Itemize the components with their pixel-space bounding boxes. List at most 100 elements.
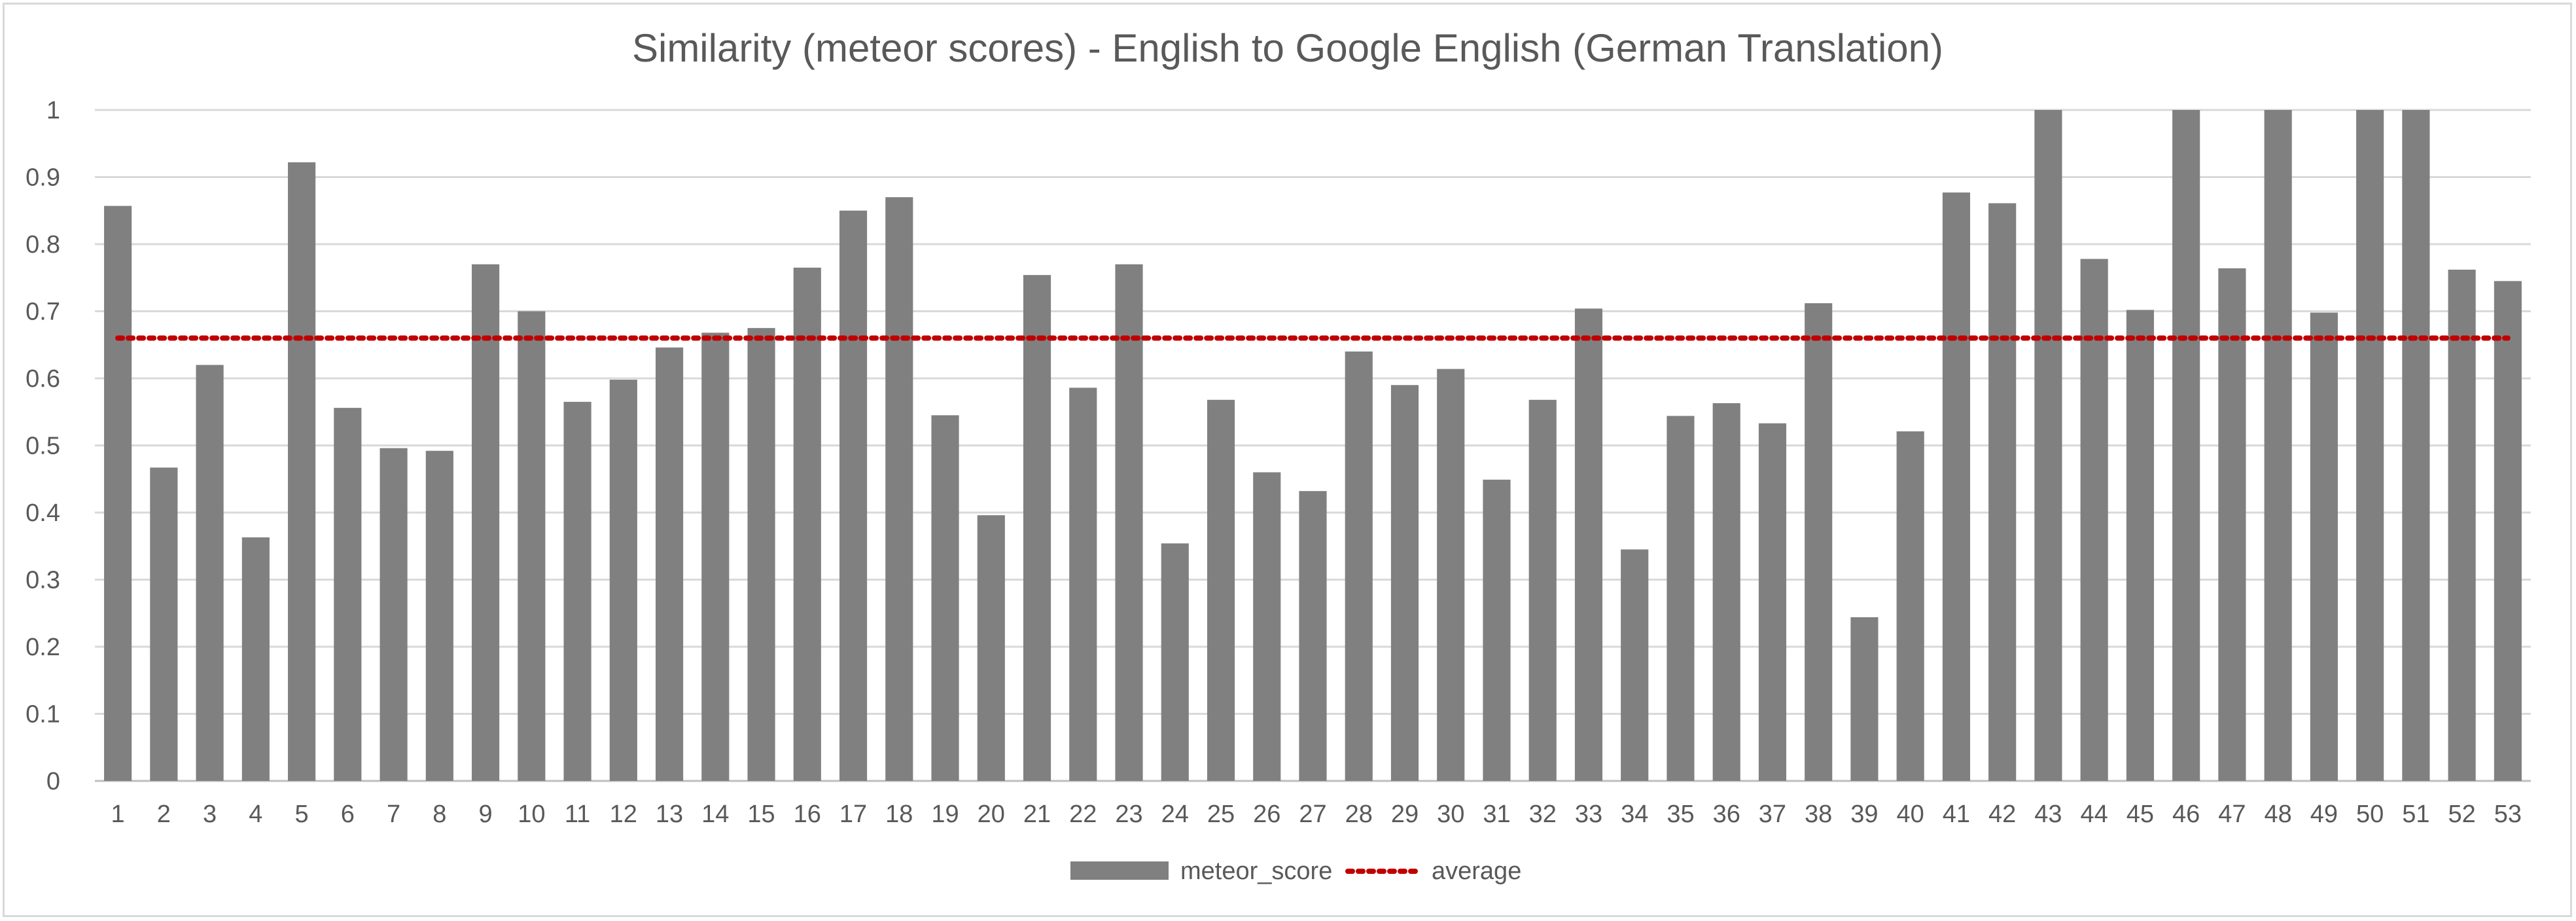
bar-42: [1988, 203, 2017, 782]
bar-24: [1161, 543, 1189, 781]
chart-title: Similarity (meteor scores) - English to …: [632, 26, 1943, 70]
x-tick-label: 26: [1253, 801, 1280, 828]
x-tick-label: 38: [1805, 801, 1832, 828]
x-tick-label: 32: [1529, 801, 1557, 828]
x-tick-label: 39: [1850, 801, 1878, 828]
x-axis-ticks: 1 2 3 4 5 6 7 8 9 10 11 12 13 14 15 16 17 18 19 20 21 22 23 24 2…: [111, 801, 2522, 828]
x-tick-label: 51: [2402, 801, 2429, 828]
bar-13: [655, 347, 684, 781]
x-tick-label: 16: [794, 801, 821, 828]
bar-32: [1528, 399, 1557, 781]
y-tick-label: 0.8: [26, 231, 60, 259]
x-tick-label: 44: [2081, 801, 2108, 828]
bar-3: [196, 365, 224, 781]
bar-21: [1023, 275, 1051, 781]
bars: [104, 110, 2522, 782]
x-tick-label: 22: [1069, 801, 1097, 828]
x-tick-label: 2: [157, 801, 171, 828]
x-tick-label: 12: [610, 801, 637, 828]
legend: meteor_score average: [1070, 858, 1521, 885]
x-tick-label: 10: [518, 801, 545, 828]
bar-36: [1712, 403, 1740, 781]
bar-44: [2080, 259, 2108, 781]
x-tick-label: 19: [931, 801, 959, 828]
x-tick-label: 45: [2126, 801, 2154, 828]
x-tick-label: 29: [1391, 801, 1419, 828]
bar-20: [977, 515, 1005, 781]
legend-label-meteor-score: meteor_score: [1180, 858, 1332, 885]
legend-swatch-meteor-score: [1070, 861, 1169, 880]
y-tick-label: 0.1: [26, 701, 60, 729]
x-tick-label: 3: [203, 801, 217, 828]
x-tick-label: 28: [1345, 801, 1373, 828]
x-tick-label: 17: [839, 801, 867, 828]
x-tick-label: 9: [479, 801, 493, 828]
bar-35: [1667, 416, 1695, 781]
x-tick-label: 36: [1713, 801, 1740, 828]
x-tick-label: 50: [2356, 801, 2384, 828]
bar-49: [2310, 312, 2338, 781]
x-tick-label: 1: [111, 801, 125, 828]
x-tick-label: 52: [2448, 801, 2475, 828]
x-tick-label: 40: [1897, 801, 1924, 828]
bar-16: [793, 267, 821, 781]
bar-48: [2264, 110, 2292, 781]
bar-11: [563, 401, 591, 781]
x-tick-label: 31: [1483, 801, 1510, 828]
x-tick-label: 35: [1667, 801, 1694, 828]
x-tick-label: 34: [1621, 801, 1648, 828]
x-tick-label: 43: [2034, 801, 2062, 828]
y-tick-label: 0.7: [26, 298, 60, 326]
y-tick-label: 0.9: [26, 164, 60, 192]
y-tick-label: 0.2: [26, 634, 60, 661]
x-tick-label: 47: [2218, 801, 2246, 828]
x-tick-label: 46: [2172, 801, 2200, 828]
gridlines: [95, 109, 2531, 782]
x-tick-label: 11: [565, 801, 590, 828]
bar-38: [1805, 303, 1833, 781]
bar-25: [1207, 399, 1235, 781]
bar-31: [1483, 479, 1511, 781]
bar-47: [2218, 268, 2246, 781]
bar-27: [1299, 491, 1327, 781]
x-tick-label: 4: [249, 801, 262, 828]
x-tick-label: 30: [1437, 801, 1464, 828]
bar-43: [2034, 110, 2062, 781]
y-tick-label: 0.5: [26, 433, 60, 460]
bar-28: [1345, 352, 1373, 781]
bar-10: [518, 311, 546, 781]
bar-5: [288, 162, 316, 781]
x-tick-label: 14: [701, 801, 729, 828]
bar-1: [104, 206, 132, 781]
bar-12: [609, 380, 637, 781]
bar-30: [1437, 369, 1465, 781]
bar-51: [2402, 110, 2430, 781]
x-tick-label: 5: [295, 801, 309, 828]
bar-6: [334, 408, 362, 781]
x-tick-label: 6: [341, 801, 355, 828]
x-tick-label: 33: [1575, 801, 1602, 828]
bar-22: [1069, 388, 1097, 781]
bar-14: [701, 333, 730, 781]
bar-52: [2448, 269, 2476, 781]
x-tick-label: 24: [1161, 801, 1189, 828]
bar-45: [2126, 310, 2154, 781]
legend-label-average: average: [1432, 858, 1521, 885]
bar-33: [1574, 308, 1603, 781]
bar-41: [1942, 192, 1971, 781]
bar-39: [1850, 617, 1879, 781]
x-tick-label: 13: [656, 801, 683, 828]
x-tick-label: 37: [1759, 801, 1786, 828]
y-axis-ticks: 0 0.1 0.2 0.3 0.4 0.5 0.6 0.7 0.8 0.9 1: [26, 97, 60, 795]
x-tick-label: 20: [978, 801, 1005, 828]
bar-2: [150, 467, 178, 781]
bar-53: [2494, 281, 2522, 781]
bar-18: [885, 197, 913, 781]
bar-15: [747, 328, 775, 781]
bar-46: [2172, 110, 2200, 781]
bar-34: [1621, 549, 1649, 781]
bar-7: [379, 448, 408, 781]
x-tick-label: 27: [1299, 801, 1326, 828]
bar-29: [1390, 385, 1419, 781]
x-tick-label: 21: [1023, 801, 1051, 828]
